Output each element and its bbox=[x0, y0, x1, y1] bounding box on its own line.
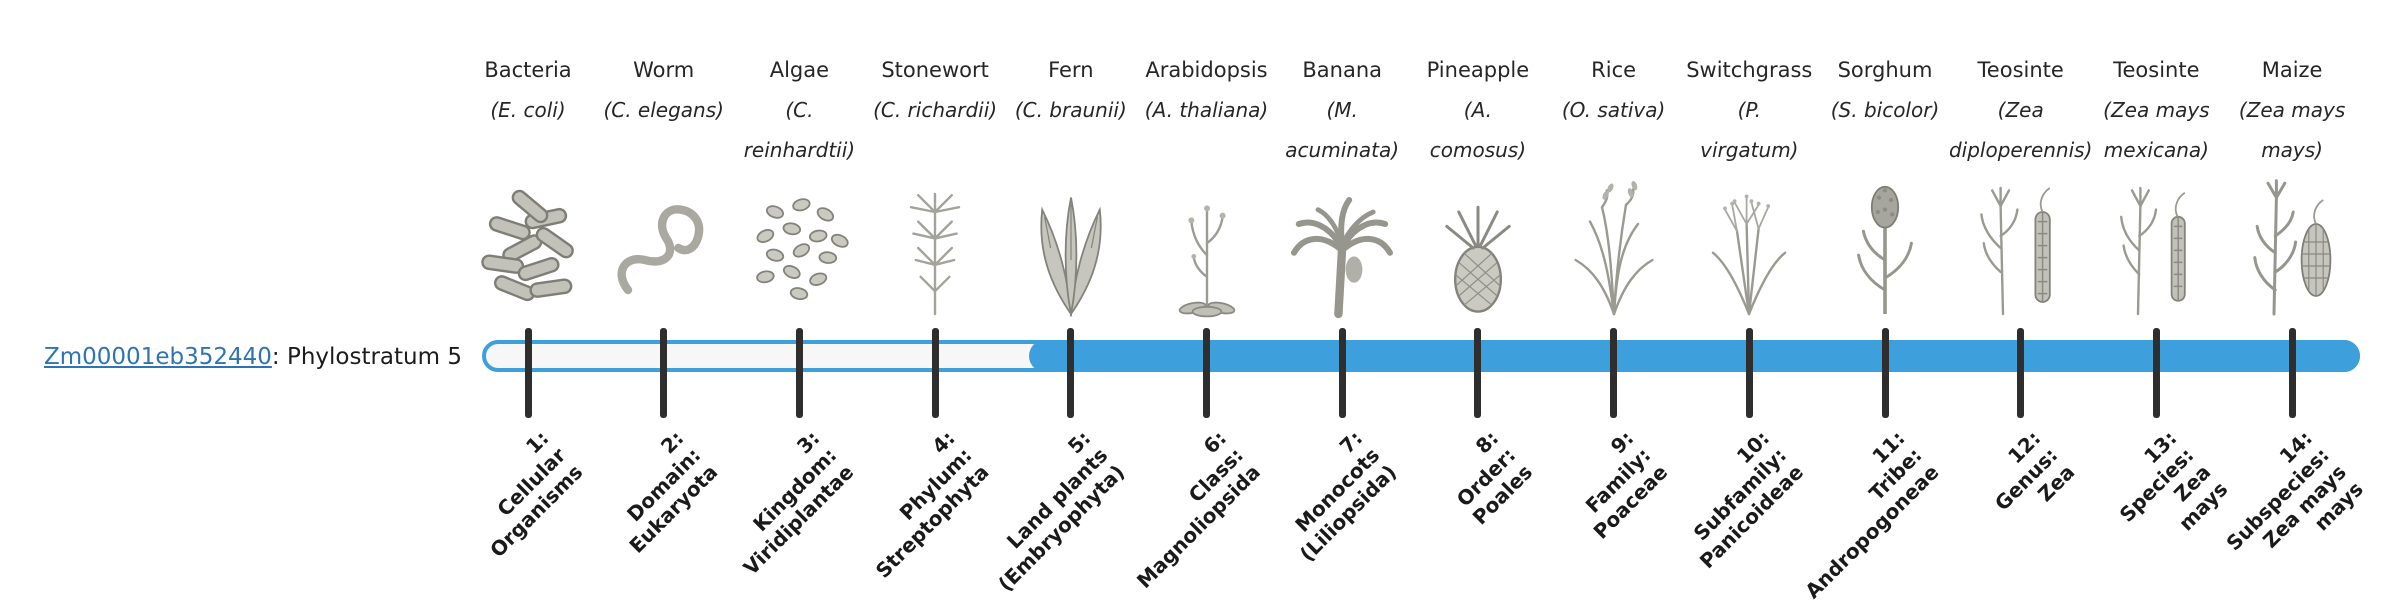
phylostratum-label: 3: Kingdom: Viridiplantae bbox=[705, 426, 859, 580]
species-scientific-name: (S. bicolor) bbox=[1830, 98, 1940, 122]
species-label: Algae (C. reinhardtii) bbox=[694, 50, 904, 170]
phylostratum-label: 6: Class: Magnoliopsida bbox=[1099, 426, 1265, 593]
species-common-name: Worm bbox=[633, 58, 695, 82]
phylostratum-label: 8: Order: Poales bbox=[1433, 426, 1537, 529]
species-common-name: Bacteria bbox=[484, 58, 572, 82]
arabidopsis-icon bbox=[1147, 176, 1267, 320]
species-common-name: Sorghum bbox=[1837, 58, 1933, 82]
species-scientific-name: (C. bbox=[785, 98, 814, 122]
species-label: Maize (Zea mays mays) bbox=[2187, 50, 2397, 170]
species-common-name: Fern bbox=[1048, 58, 1094, 82]
phylostratum-label: 13: Species: Zea mays bbox=[2098, 426, 2233, 561]
algae-icon bbox=[739, 176, 859, 320]
species-scientific-name: (E. coli) bbox=[490, 98, 566, 122]
phylostratum-label: 12: Genus: Zea bbox=[1973, 426, 2079, 532]
species-label: Stonewort (C. richardii) bbox=[830, 50, 1040, 130]
phylostratum-tick bbox=[660, 328, 668, 418]
species-common-name: Maize bbox=[2261, 58, 2323, 82]
species-common-name: Stonewort bbox=[881, 58, 989, 82]
phylostratum-tick bbox=[1745, 328, 1753, 418]
phylostratum-label: 9: Family: Poaceae bbox=[1555, 426, 1673, 544]
species-scientific-name: (Zea bbox=[1997, 98, 2044, 122]
stonewort-icon bbox=[875, 176, 995, 320]
phylostratum-tick bbox=[2152, 328, 2160, 418]
species-common-name: Arabidopsis bbox=[1145, 58, 1268, 82]
phylostratum-tick bbox=[931, 328, 939, 418]
species-label: Teosinte (Zea mays mexicana) bbox=[2051, 50, 2261, 170]
species-label: Switchgrass (P. virgatum) bbox=[1644, 50, 1854, 170]
phylostratum-label: 4: Phylum: Streptophyta bbox=[837, 426, 994, 583]
species-scientific-name: (C. elegans) bbox=[603, 98, 724, 122]
species-scientific-name: (C. braunii) bbox=[1014, 98, 1127, 122]
species-label: Worm (C. elegans) bbox=[559, 50, 769, 130]
species-label: Fern (C. braunii) bbox=[966, 50, 1176, 130]
teosinte-diploperennis-icon bbox=[1961, 176, 2081, 320]
gene-phylostratum-suffix: : Phylostratum 5 bbox=[271, 344, 462, 370]
species-scientific-name: comosus) bbox=[1429, 138, 1527, 162]
species-scientific-name: (Zea mays bbox=[2238, 98, 2346, 122]
track-fill bbox=[1029, 340, 2360, 372]
species-scientific-name: (C. richardii) bbox=[873, 98, 998, 122]
fern-icon bbox=[1011, 176, 1131, 320]
phylostratum-tick bbox=[2017, 328, 2025, 418]
phylostratum-tick bbox=[1338, 328, 1346, 418]
species-scientific-name: mexicana) bbox=[2103, 138, 2209, 162]
gene-id-link[interactable]: Zm00001eb352440 bbox=[44, 344, 272, 370]
phylostratum-tick bbox=[2288, 328, 2296, 418]
species-common-name: Teosinte bbox=[2113, 58, 2200, 82]
phylostratum-label: 1: Cellular Organisms bbox=[451, 426, 587, 562]
species-scientific-name: (A. bbox=[1463, 98, 1492, 122]
teosinte-mexicana-icon bbox=[2096, 176, 2216, 320]
species-common-name: Algae bbox=[769, 58, 830, 82]
phylostratigraphy-figure: Zm00001eb352440: Phylostratum 5 Bacteria… bbox=[44, 50, 2397, 603]
phylostratum-tick bbox=[1881, 328, 1889, 418]
species-label: Teosinte (Zea diploperennis) bbox=[1916, 50, 2126, 170]
species-scientific-name: (P. bbox=[1737, 98, 1762, 122]
species-scientific-name: diploperennis) bbox=[1948, 138, 2093, 162]
banana-icon bbox=[1282, 176, 1402, 320]
species-label: Sorghum (S. bicolor) bbox=[1780, 50, 1990, 130]
maize-icon bbox=[2232, 176, 2352, 320]
phylostratum-tick bbox=[524, 328, 532, 418]
species-scientific-name: virgatum) bbox=[1700, 138, 1799, 162]
phylostratum-label: 2: Domain: Eukaryota bbox=[591, 426, 722, 558]
species-label: Banana (M. acuminata) bbox=[1237, 50, 1447, 170]
species-scientific-name: (Zea mays bbox=[2103, 98, 2210, 122]
species-label: Rice (O. sativa) bbox=[1509, 50, 1719, 130]
phylostratum-tick bbox=[1203, 328, 1210, 418]
species-label: Pineapple (A. comosus) bbox=[1373, 50, 1583, 170]
sorghum-icon bbox=[1825, 176, 1945, 320]
species-scientific-name: reinhardtii) bbox=[743, 138, 856, 162]
phylostratum-tick bbox=[795, 328, 803, 418]
species-common-name: Teosinte bbox=[1977, 58, 2064, 82]
phylostratum-label: 5: Land plants (Embryophyta) bbox=[960, 426, 1130, 596]
species-common-name: Pineapple bbox=[1426, 58, 1530, 82]
phylostratum-tick bbox=[1610, 328, 1618, 418]
species-scientific-name: acuminata) bbox=[1285, 138, 1400, 162]
phylostratum-label: 11: Tribe: Andropogoneae bbox=[1767, 426, 1944, 603]
gene-label: Zm00001eb352440: Phylostratum 5 bbox=[44, 342, 462, 372]
worm-icon bbox=[604, 176, 724, 320]
phylostratum-label: 7: Monocots (Liliopsida) bbox=[1261, 426, 1401, 566]
species-scientific-name: (M. bbox=[1326, 98, 1358, 122]
species-common-name: Banana bbox=[1302, 58, 1382, 82]
switchgrass-icon bbox=[1689, 176, 1809, 320]
species-common-name: Switchgrass bbox=[1686, 58, 1813, 82]
species-label: Bacteria (E. coli) bbox=[423, 50, 633, 130]
phylostratum-tick bbox=[1474, 328, 1482, 418]
phylostratum-label: 14: Subspecies: Zea mays mays bbox=[2205, 426, 2368, 589]
species-scientific-name: mays) bbox=[2261, 138, 2323, 162]
species-scientific-name: (A. thaliana) bbox=[1144, 98, 1269, 122]
rice-icon bbox=[1554, 176, 1674, 320]
species-common-name: Rice bbox=[1591, 58, 1637, 82]
phylostratum-tick bbox=[1067, 328, 1075, 418]
bacteria-icon bbox=[468, 176, 588, 320]
pineapple-icon bbox=[1418, 176, 1538, 320]
species-scientific-name: (O. sativa) bbox=[1561, 98, 1666, 122]
species-label: Arabidopsis (A. thaliana) bbox=[1102, 50, 1312, 130]
